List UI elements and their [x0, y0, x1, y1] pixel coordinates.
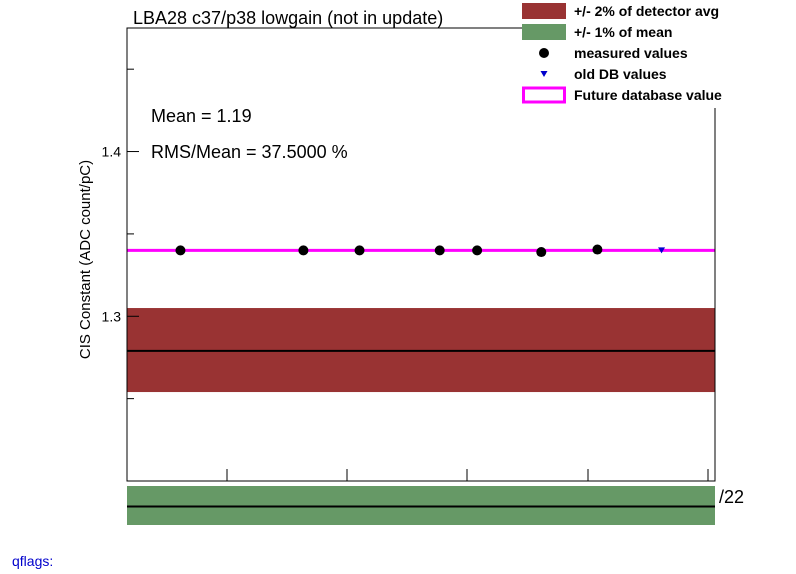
- legend-label: +/- 2% of detector avg: [574, 3, 719, 19]
- legend-label: +/- 1% of mean: [574, 24, 672, 40]
- old-db-point: [658, 247, 666, 254]
- legend-label: old DB values: [574, 66, 667, 82]
- rms-mean-text: RMS/Mean = 37.5000 %: [151, 142, 348, 162]
- measured-point: [472, 245, 483, 256]
- legend-label: measured values: [574, 45, 688, 61]
- measured-point: [354, 245, 365, 256]
- chart-title: LBA28 c37/p38 lowgain (not in update): [133, 8, 443, 28]
- measured-point: [536, 247, 547, 258]
- measured-point: [175, 245, 186, 256]
- plot-frame: [126, 27, 716, 482]
- mean-text: Mean = 1.19: [151, 106, 252, 126]
- qflags-label: qflags:: [12, 553, 54, 569]
- legend-swatch: [522, 3, 566, 19]
- measured-point: [592, 244, 603, 255]
- legend-box: [522, 0, 796, 108]
- y-tick-label: 1.4: [102, 144, 122, 160]
- measured-point: [298, 245, 309, 256]
- legend-label: Future database value: [574, 87, 722, 103]
- legend-swatch: [539, 48, 549, 58]
- x-axis-suffix: /22: [719, 487, 744, 507]
- y-tick-label: 1.3: [102, 308, 122, 324]
- legend-swatch: [540, 71, 548, 77]
- measured-point: [434, 245, 445, 256]
- legend-swatch: [522, 24, 566, 40]
- y-axis-label: CIS Constant (ADC count/pC): [77, 160, 94, 359]
- legend-swatch: [522, 86, 566, 104]
